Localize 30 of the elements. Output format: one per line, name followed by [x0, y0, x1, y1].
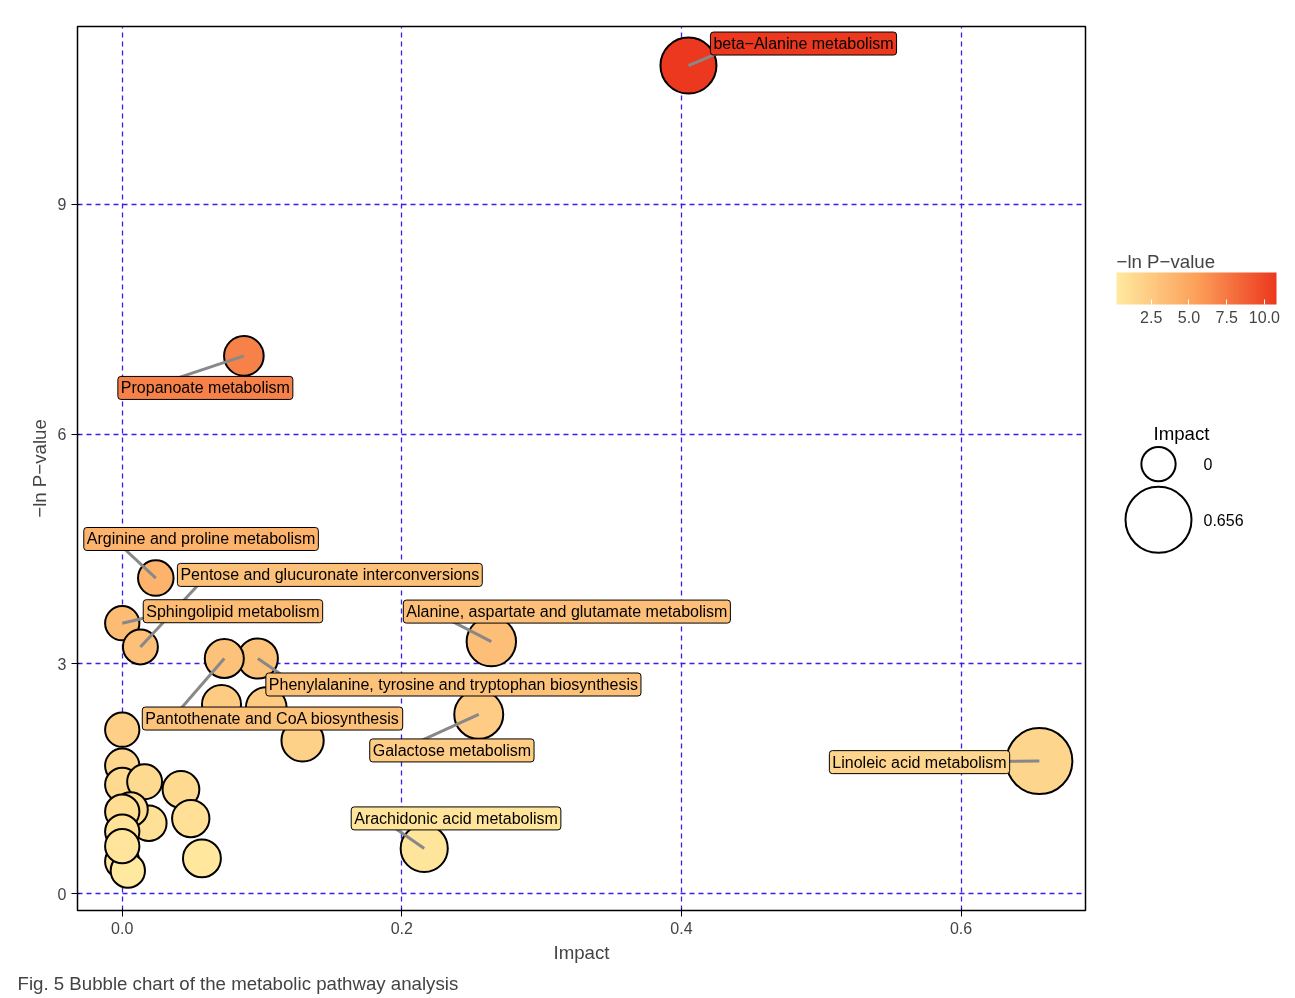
- annotation: Arginine and proline metabolism: [86, 530, 316, 548]
- color-bar-label: 7.5: [1215, 308, 1238, 326]
- annotation: beta−Alanine metabolism: [713, 35, 894, 53]
- legend-title: Impact: [1153, 422, 1211, 444]
- x-tick-label: 0.0: [111, 919, 134, 937]
- annotation: Propanoate metabolism: [120, 379, 290, 397]
- annotation: Alanine, aspartate and glutamate metabolism: [406, 603, 728, 621]
- x-tick-label: 0.4: [670, 919, 693, 937]
- annotation: Pentose and glucuronate interconversions: [180, 566, 480, 584]
- color-bar-title: −ln P−value: [1116, 250, 1216, 272]
- color-bar-label: 2.5: [1140, 308, 1163, 326]
- color-bar-label: 5.0: [1177, 308, 1201, 326]
- x-tick-label: 0.2: [390, 919, 414, 937]
- annotation: Pantothenate and CoA biosynthesis: [145, 710, 399, 728]
- legend-label: 0: [1203, 456, 1213, 474]
- x-tick-label: 0.6: [949, 919, 973, 937]
- color-bar-label: 10.0: [1248, 308, 1281, 326]
- annotation: Galactose metabolism: [372, 741, 532, 759]
- legend-label: 0.656: [1203, 511, 1244, 529]
- y-tick-label: 6: [57, 426, 67, 444]
- y-axis-title: −ln P−value: [28, 419, 50, 518]
- x-axis-title: Impact: [553, 941, 611, 963]
- y-tick-label: 9: [57, 196, 67, 214]
- annotation: Phenylalanine, tyrosine and tryptophan biosynthesis: [268, 676, 638, 694]
- annotation: Arachidonic acid metabolism: [354, 809, 558, 827]
- annotation: Linoleic acid metabolism: [832, 753, 1007, 771]
- caption: Fig. 5 Bubble chart of the metabolic pathway analysis: [17, 972, 459, 994]
- y-tick-label: 3: [57, 655, 67, 673]
- annotation: Sphingolipid metabolism: [146, 602, 320, 620]
- y-tick-label: 0: [57, 885, 67, 903]
